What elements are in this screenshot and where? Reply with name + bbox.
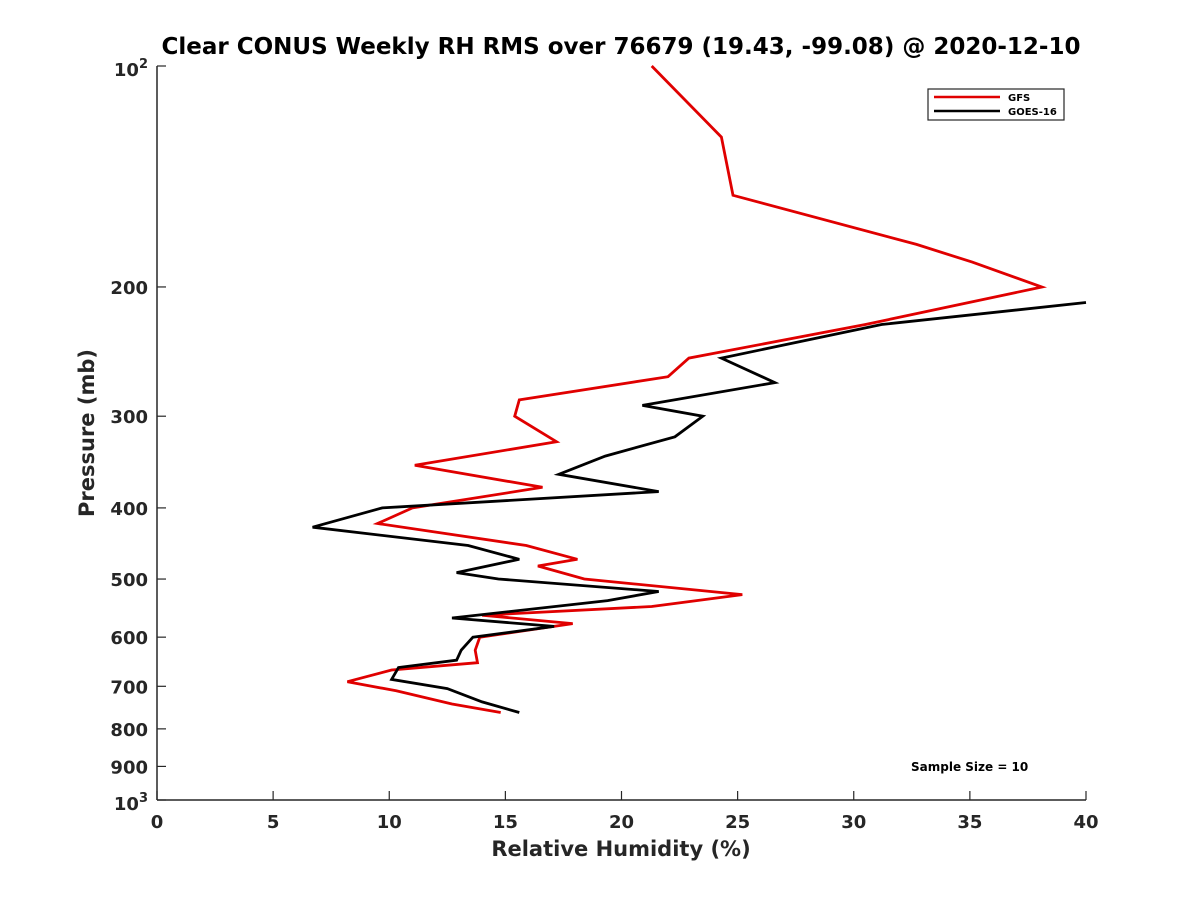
legend-box — [927, 88, 1065, 121]
y-tick-label: 700 — [110, 677, 148, 698]
x-tick-label: 15 — [493, 812, 518, 833]
y-tick-label-top: 102 — [114, 57, 148, 81]
y-tick-label: 400 — [110, 499, 148, 520]
sample-size-annotation: Sample Size = 10 — [911, 760, 1028, 774]
y-axis-label: Pressure (mb) — [75, 349, 99, 517]
series-layer — [312, 65, 1087, 714]
y-tick-label: 600 — [110, 628, 148, 649]
y-tick-label-bottom: 103 — [114, 791, 148, 815]
legend: GFS GOES-16 — [927, 88, 1065, 121]
x-tick-label: 5 — [267, 812, 280, 833]
chart-title: Clear CONUS Weekly RH RMS over 76679 (19… — [162, 34, 1081, 60]
x-tick-label: 35 — [957, 812, 982, 833]
x-tick-label: 40 — [1073, 812, 1098, 833]
y-tick-label: 300 — [110, 407, 148, 428]
y-axis-ticks: 200 300 400 500 600 700 800 900 — [110, 65, 166, 801]
y-tick-label: 200 — [110, 278, 148, 299]
x-tick-label: 20 — [609, 812, 634, 833]
x-axis-ticks: 0 5 10 15 20 25 30 35 40 — [151, 791, 1099, 833]
x-tick-label: 30 — [841, 812, 866, 833]
x-tick-label: 10 — [377, 812, 402, 833]
legend-label-gfs: GFS — [1008, 93, 1030, 104]
series-line-goes16 — [312, 301, 1087, 714]
y-tick-label: 500 — [110, 570, 148, 591]
x-axis-label: Relative Humidity (%) — [491, 837, 750, 861]
x-tick-label: 0 — [151, 812, 164, 833]
y-tick-label: 900 — [110, 757, 148, 778]
series-line-gfs — [347, 65, 1048, 714]
legend-label-goes16: GOES-16 — [1008, 107, 1057, 118]
y-tick-label: 800 — [110, 720, 148, 741]
x-tick-label: 25 — [725, 812, 750, 833]
plot-area: 0 5 10 15 20 25 30 35 40 200 300 400 500 600 700 800 90… — [110, 65, 1099, 833]
